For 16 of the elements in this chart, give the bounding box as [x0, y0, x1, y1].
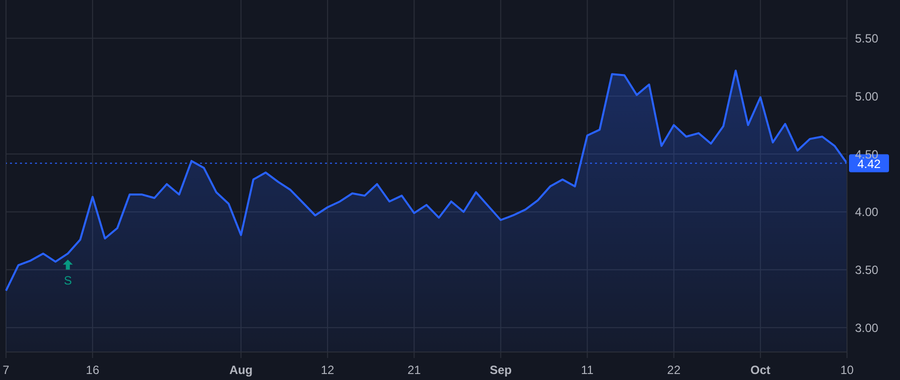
x-tick-label: 16 [86, 363, 100, 377]
x-tick-label: 7 [2, 363, 10, 377]
x-tick-label: 21 [407, 363, 422, 377]
x-tick-label: Oct [750, 363, 770, 377]
x-tick-label: Sep [490, 363, 512, 377]
y-tick-label: 3.50 [855, 263, 879, 278]
x-tick-label: 11 [581, 363, 594, 377]
y-tick-label: 4.00 [855, 205, 879, 220]
x-tick-label: 12 [320, 363, 335, 377]
y-tick-label: 5.50 [855, 31, 879, 46]
y-tick-label: 5.00 [855, 89, 879, 104]
annotation: S [64, 274, 72, 288]
x-tick-label: 10 [840, 363, 854, 377]
x-tick-label: Aug [229, 363, 253, 377]
y-tick-label: 3.00 [855, 320, 879, 335]
x-tick-label: 22 [667, 363, 681, 377]
